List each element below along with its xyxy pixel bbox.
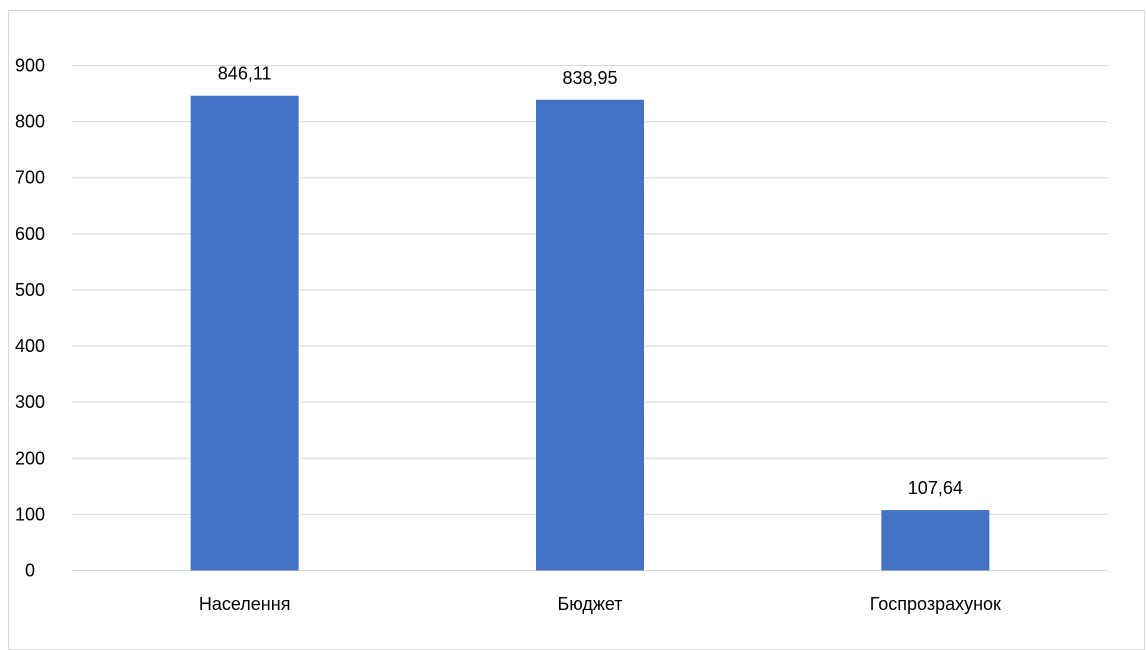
x-category-label: Населення (199, 594, 291, 614)
x-category-label: Госпрозрахунок (870, 594, 1001, 614)
x-category-label: Бюджет (557, 594, 622, 614)
y-tick-label: 500 (15, 280, 45, 300)
y-tick-label: 900 (15, 56, 45, 76)
y-tick-label: 400 (15, 336, 45, 356)
data-labels: 846,11 838,95 107,64 (218, 64, 963, 498)
bar-3 (881, 510, 990, 571)
y-axis-tick-labels: 0 100 200 300 400 500 600 700 800 900 (15, 56, 45, 581)
x-axis-category-labels: Населення Бюджет Госпрозрахунок (199, 594, 1001, 614)
y-tick-label: 0 (25, 561, 35, 581)
y-tick-label: 800 (15, 112, 45, 132)
y-tick-label: 100 (15, 504, 45, 524)
y-tick-label: 200 (15, 448, 45, 468)
bar-2 (536, 99, 644, 571)
y-tick-label: 600 (15, 224, 45, 244)
bar-1 (190, 95, 299, 571)
bar-chart: 0 100 200 300 400 500 600 700 800 900 Населення Бю… (15, 56, 1108, 614)
y-tick-label: 700 (15, 168, 45, 188)
data-label: 846,11 (218, 64, 272, 84)
y-tick-label: 300 (15, 392, 45, 412)
data-label: 838,95 (562, 68, 617, 88)
data-label: 107,64 (908, 478, 963, 498)
bars (190, 95, 990, 571)
